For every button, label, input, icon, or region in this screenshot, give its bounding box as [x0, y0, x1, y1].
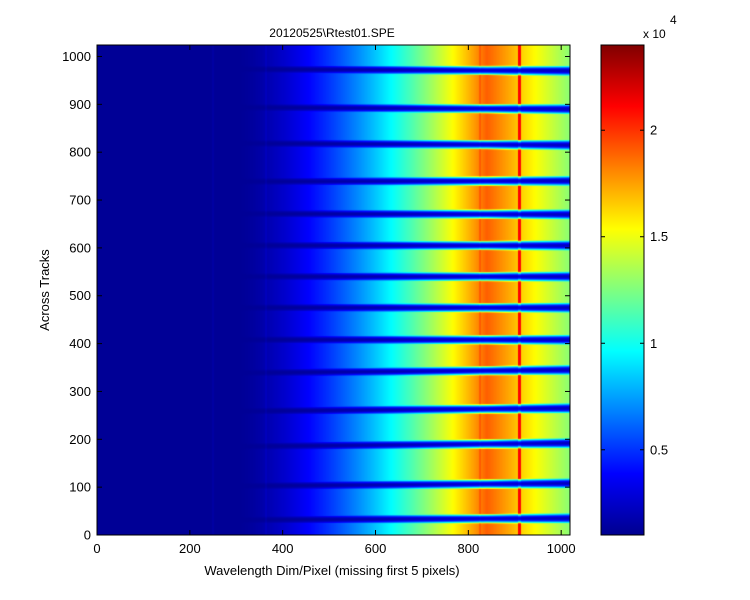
- colorbar-tick-label: 1: [650, 336, 657, 351]
- y-tick-label: 200: [69, 432, 91, 447]
- x-tick-label: 800: [457, 541, 479, 556]
- y-tick-label: 700: [69, 193, 91, 208]
- y-tick-label: 1000: [62, 49, 91, 64]
- colorbar-tick-label: 1.5: [650, 229, 668, 244]
- x-axis: 0 200 400 600 800 1000: [93, 45, 576, 556]
- x-tick-label: 200: [179, 541, 201, 556]
- y-tick-label: 600: [69, 240, 91, 255]
- y-axis-label: Across Tracks: [37, 249, 52, 331]
- colorbar: 0.5 1 1.5 2 x 10 4: [600, 13, 677, 536]
- y-tick-label: 100: [69, 480, 91, 495]
- y-tick-label: 0: [84, 528, 91, 543]
- chart-title: 20120525\Rtest01.SPE: [269, 26, 394, 40]
- plot-frame: [96, 44, 571, 536]
- y-tick-label: 500: [69, 288, 91, 303]
- colorbar-ticks: 0.5 1 1.5 2: [601, 123, 668, 457]
- colorbar-gradient: [600, 44, 645, 536]
- y-tick-label: 300: [69, 384, 91, 399]
- y-tick-label: 400: [69, 336, 91, 351]
- x-tick-label: 400: [272, 541, 294, 556]
- heatmap-plot-area: [96, 44, 571, 536]
- x-tick-label: 1000: [547, 541, 576, 556]
- colorbar-exponent: 4: [670, 13, 677, 27]
- x-axis-label: Wavelength Dim/Pixel (missing first 5 pi…: [204, 563, 459, 578]
- y-axis: 0 100 200 300 400 500 600 700 800 900 1000: [62, 49, 570, 543]
- heatmap-image: [97, 45, 570, 535]
- x-tick-label: 600: [365, 541, 387, 556]
- x-tick-label: 0: [93, 541, 100, 556]
- colorbar-tick-label: 2: [650, 123, 657, 138]
- y-tick-label: 900: [69, 97, 91, 112]
- colorbar-tick-label: 0.5: [650, 442, 668, 457]
- y-tick-label: 800: [69, 145, 91, 160]
- colorbar-exponent-base: x 10: [643, 27, 666, 41]
